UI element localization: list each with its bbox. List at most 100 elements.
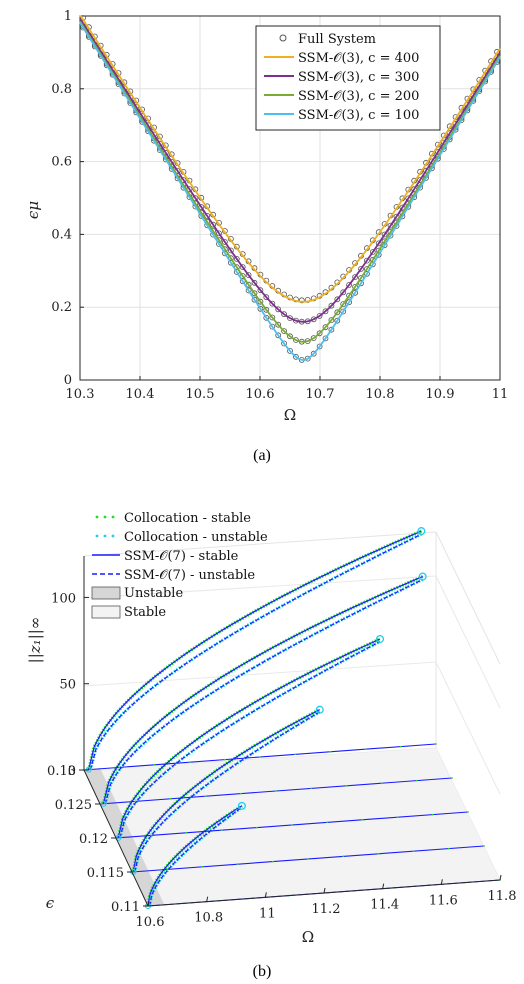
floor-collocation-dot — [220, 829, 223, 832]
panel-b-ticks: 10.6 10.8 11 11.2 11.4 11.6 11.8 0.13 0.125 0.12 0… — [47, 591, 516, 930]
caption-b: (b) — [253, 963, 272, 980]
full-system-marker — [316, 312, 323, 319]
full-system-marker — [292, 337, 299, 343]
panel-b-x-tick-label: 11.6 — [429, 893, 458, 908]
ssm-unstable-branch — [149, 806, 243, 906]
full-system-marker — [269, 314, 276, 321]
full-system-marker — [310, 350, 317, 357]
fold-point-marker — [237, 801, 246, 810]
panel-b-x-tick-mark — [382, 883, 385, 889]
wall-top-edge — [83, 531, 437, 557]
floor-collocation-dot — [201, 865, 204, 868]
ssm-unstable-branch — [119, 641, 381, 838]
full-system-marker — [251, 296, 258, 303]
panel-b-eps-tick-label: 0.115 — [87, 866, 124, 881]
full-system-marker — [257, 305, 264, 312]
full-system-marker — [316, 330, 323, 337]
panel-a-y-tick-label: 1 — [64, 9, 72, 24]
legend-collocation-unstable-marker — [95, 534, 115, 538]
full-system-marker — [352, 283, 359, 290]
wall-right-grid-50 — [435, 661, 501, 795]
legend-collocation-stable-marker — [95, 515, 115, 519]
full-system-marker — [322, 335, 329, 342]
panel-a-x-label: Ω — [284, 406, 296, 424]
panel-b-y-label: ||z₁||∞ — [26, 617, 44, 664]
full-system-marker — [346, 292, 353, 299]
full-system-marker — [245, 272, 252, 279]
legend-unstable-patch — [91, 586, 121, 600]
full-system-marker — [352, 289, 359, 296]
full-system-marker — [298, 297, 305, 304]
panel-a-x-tick-label: 10.3 — [66, 387, 95, 402]
collocation-stable-branch — [87, 529, 422, 771]
floor-collocation-dot — [399, 745, 402, 748]
full-system-marker — [352, 274, 359, 281]
full-system-marker — [340, 308, 347, 315]
panel-a-y-tick-label: 0.6 — [51, 155, 72, 170]
full-system-marker — [328, 326, 335, 333]
full-system-marker — [221, 239, 228, 245]
legend-collocation-unstable-label: Collocation - unstable — [124, 530, 268, 545]
full-system-marker — [275, 306, 282, 313]
floor-collocation-dot — [259, 756, 261, 758]
floor-collocation-dot — [310, 787, 313, 790]
full-system-marker — [369, 249, 376, 255]
collocation-unstable-branch — [133, 710, 321, 873]
panel-b-x-tick-mark — [499, 874, 502, 881]
panel-a-x-tick-label: 10.8 — [366, 387, 395, 402]
legend-c200-label: SSM-𝒪(3), c = 200 — [298, 89, 419, 104]
panel-a-x-tick-label: 10.7 — [306, 387, 335, 402]
panel-b-y-tick-label: 0 — [68, 764, 76, 779]
full-system-marker — [245, 281, 252, 288]
legend-full-system-label: Full System — [298, 32, 376, 47]
panel-b-x-tick-label: 10.6 — [136, 915, 165, 930]
floor-collocation-dot — [326, 821, 329, 824]
legend-stable-label: Stable — [124, 605, 166, 620]
full-system-marker — [269, 300, 276, 307]
full-system-marker — [322, 324, 329, 331]
floor-collocation-dot — [271, 860, 274, 863]
floor-collocation-dot — [153, 763, 156, 766]
full-system-marker — [281, 340, 288, 347]
full-system-marker — [358, 265, 364, 272]
floor-collocation-dot — [185, 831, 188, 834]
full-system-marker — [263, 306, 270, 313]
floor-collocation-dot — [275, 790, 277, 792]
series-line-0 — [79, 15, 501, 303]
floor-collocation-dot — [483, 845, 485, 847]
floor-collocation-dot — [342, 855, 345, 858]
ssm-stable-branch — [88, 530, 422, 770]
panel-a-x-tick-label: 10.6 — [246, 387, 275, 402]
panel-b: 10.6 10.8 11 11.2 11.4 11.6 11.8 0.13 0.125 0.12 0… — [26, 511, 516, 980]
panel-b-x-tick-mark — [323, 887, 326, 894]
full-system-marker — [287, 347, 293, 354]
floor-collocation-dot — [380, 782, 383, 785]
panel-b-epsilon-label: ϵ — [46, 894, 55, 912]
floor-collocation-dot — [204, 795, 207, 798]
full-system-marker — [304, 296, 311, 303]
full-system-marker — [281, 328, 288, 335]
floor-collocation-dot — [431, 813, 434, 816]
panel-b-x-tick-label: 10.8 — [194, 911, 223, 926]
fold-point-marker — [418, 572, 427, 581]
panel-a-legend-box — [255, 25, 441, 131]
floor-collocation-dot — [467, 811, 469, 813]
full-system-marker — [251, 290, 258, 297]
panel-b-x-tick-label: 11.2 — [312, 902, 341, 917]
full-system-marker — [304, 355, 311, 362]
panel-b-y-tick-label: 50 — [59, 678, 76, 693]
floor-collocation-dot — [329, 750, 332, 753]
full-system-marker — [381, 231, 388, 238]
legend-ssm7-stable-label: SSM-𝒪(7) - stable — [124, 549, 239, 564]
legend-unstable-label: Unstable — [124, 586, 183, 601]
panel-b-y-tick-label: 100 — [51, 591, 76, 606]
full-system-marker — [287, 333, 293, 340]
full-system-marker — [257, 298, 264, 305]
full-system-marker — [316, 343, 323, 350]
full-system-marker — [281, 311, 288, 318]
panel-a-axes-box — [79, 15, 501, 381]
floor-collocation-dot — [415, 779, 418, 782]
full-system-marker — [227, 247, 234, 254]
panel-a-x-tick-label: 10.4 — [126, 387, 155, 402]
